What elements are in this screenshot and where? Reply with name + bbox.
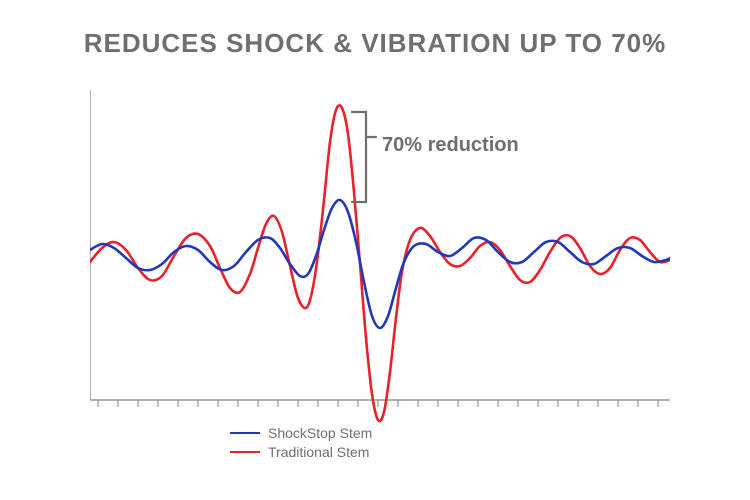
reduction-annotation: 70% reduction [382, 134, 519, 157]
legend-swatch [230, 451, 260, 453]
legend-label: ShockStop Stem [268, 424, 372, 443]
legend-swatch [230, 432, 260, 434]
legend-item-shockstop: ShockStop Stem [230, 424, 372, 443]
vibration-chart [90, 90, 670, 450]
chart-area [90, 90, 670, 420]
chart-title: REDUCES SHOCK & VIBRATION UP TO 70% [84, 28, 667, 59]
legend-item-traditional: Traditional Stem [230, 443, 372, 462]
legend: ShockStop Stem Traditional Stem [230, 424, 372, 462]
legend-label: Traditional Stem [268, 443, 369, 462]
